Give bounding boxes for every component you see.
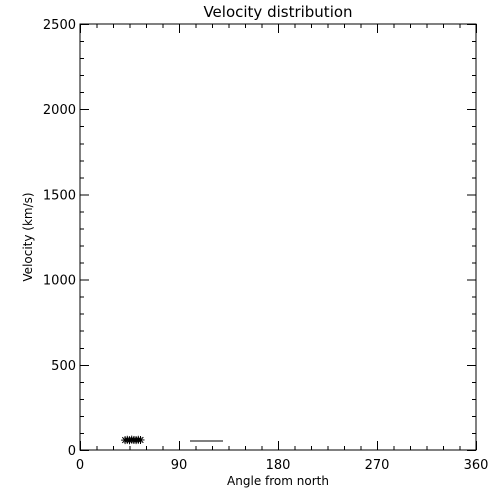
x-tick-label: 90 (171, 458, 188, 473)
x-tick-label: 0 (76, 458, 84, 473)
y-axis-title: Velocity (km/s) (21, 192, 35, 281)
y-tick-label: 2500 (43, 18, 76, 33)
axis-ticks: 0 90 180 270 360 0 500 1000 1500 2000 2500 (43, 18, 489, 473)
data-point (136, 435, 145, 444)
y-tick-label: 500 (51, 359, 76, 374)
chart-title: Velocity distribution (203, 3, 352, 21)
y-tick-label: 1500 (43, 188, 76, 203)
plot-frame (79, 23, 477, 451)
x-tick-label: 270 (365, 458, 390, 473)
x-tick-label: 360 (464, 458, 489, 473)
data-marks (121, 435, 223, 445)
y-tick-label: 0 (68, 444, 76, 459)
data-point-stroke (137, 436, 144, 444)
y-tick-label: 1000 (43, 274, 76, 289)
x-tick-label: 180 (266, 458, 291, 473)
x-axis-title: Angle from north (227, 474, 329, 488)
y-tick-label: 2000 (43, 103, 76, 118)
